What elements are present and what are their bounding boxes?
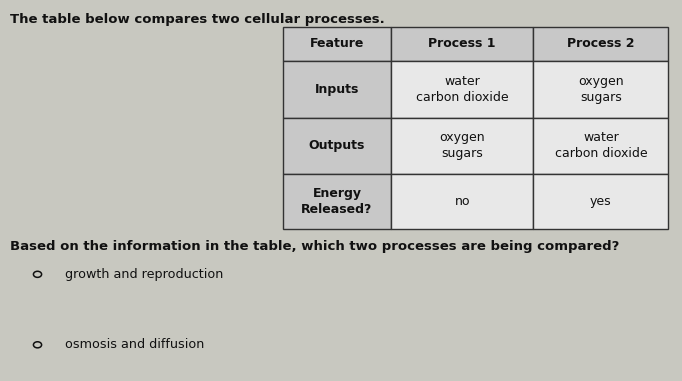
Bar — [283, 27, 391, 61]
Text: Inputs: Inputs — [315, 83, 359, 96]
Text: water
carbon dioxide: water carbon dioxide — [554, 131, 647, 160]
Text: growth and reproduction: growth and reproduction — [65, 268, 223, 281]
Text: no: no — [454, 195, 470, 208]
Text: Process 1: Process 1 — [428, 37, 496, 50]
Text: Energy
Released?: Energy Released? — [301, 187, 372, 216]
Bar — [533, 117, 668, 174]
Bar — [391, 27, 533, 61]
Bar — [391, 61, 533, 117]
Text: Outputs: Outputs — [309, 139, 365, 152]
Bar — [533, 174, 668, 229]
Text: Feature: Feature — [310, 37, 364, 50]
Text: Process 2: Process 2 — [567, 37, 635, 50]
Text: oxygen
sugars: oxygen sugars — [578, 75, 624, 104]
Bar — [533, 61, 668, 117]
Text: yes: yes — [590, 195, 612, 208]
Bar — [283, 61, 391, 117]
Text: The table below compares two cellular processes.: The table below compares two cellular pr… — [10, 13, 385, 26]
Text: osmosis and diffusion: osmosis and diffusion — [65, 338, 204, 351]
Bar — [283, 117, 391, 174]
Text: water
carbon dioxide: water carbon dioxide — [416, 75, 509, 104]
Bar — [533, 27, 668, 61]
Bar — [283, 174, 391, 229]
Bar — [391, 117, 533, 174]
Text: Based on the information in the table, which two processes are being compared?: Based on the information in the table, w… — [10, 240, 620, 253]
Text: oxygen
sugars: oxygen sugars — [439, 131, 485, 160]
Bar — [391, 174, 533, 229]
